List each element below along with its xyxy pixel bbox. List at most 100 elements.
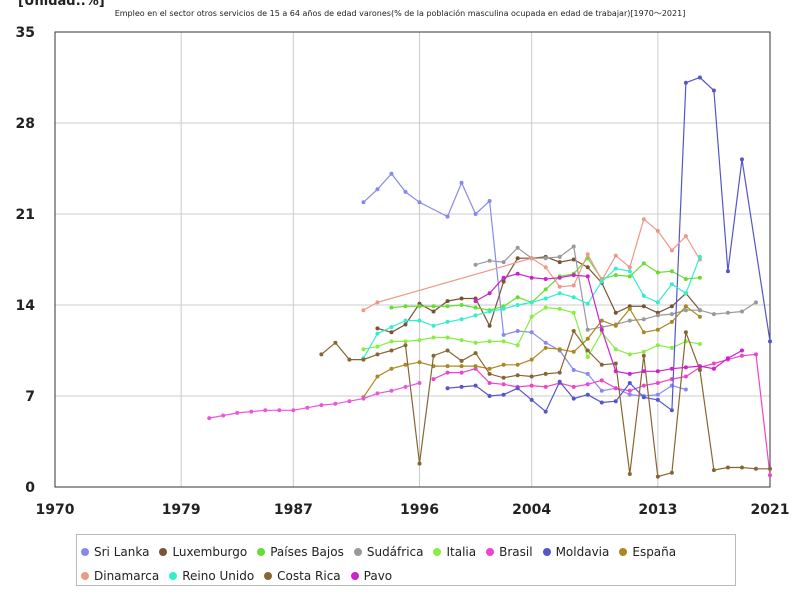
legend-swatch <box>542 548 551 556</box>
data-point <box>501 339 506 344</box>
data-point <box>599 327 604 332</box>
data-point <box>557 379 562 384</box>
data-point <box>459 303 464 307</box>
data-point <box>599 388 604 393</box>
data-point <box>627 265 632 270</box>
data-point <box>655 381 660 385</box>
data-point <box>585 336 590 341</box>
legend-item: Pavo <box>350 567 392 585</box>
data-point <box>417 304 422 309</box>
data-point <box>501 260 506 265</box>
data-point <box>655 343 660 348</box>
y-tick-label: 14 <box>16 298 36 314</box>
data-point <box>515 329 520 333</box>
data-point <box>431 309 436 314</box>
data-point <box>529 256 534 261</box>
data-point <box>697 368 702 372</box>
data-point <box>501 279 506 284</box>
series-costa-rica <box>319 329 772 479</box>
data-point <box>487 366 492 371</box>
data-point <box>627 381 632 385</box>
legend-item: Sri Lanka <box>81 543 149 561</box>
data-point <box>529 275 534 280</box>
legend-label: Italia <box>446 545 477 559</box>
data-point <box>753 300 758 305</box>
legend-item: Países Bajos <box>257 543 344 561</box>
data-point <box>753 466 758 471</box>
data-point <box>683 291 688 296</box>
data-point <box>473 313 478 318</box>
data-point <box>669 248 674 253</box>
series-line <box>475 273 743 375</box>
data-point <box>403 318 408 323</box>
series-moldavia <box>445 75 772 414</box>
data-point <box>683 374 688 379</box>
data-point <box>375 326 380 331</box>
series-italia <box>361 305 702 359</box>
data-point <box>557 260 562 265</box>
legend-label: Luxemburgo <box>172 545 248 559</box>
data-point <box>613 347 618 352</box>
legend-item: Italia <box>433 543 476 561</box>
data-point <box>599 318 604 323</box>
data-point <box>641 317 646 322</box>
data-point <box>403 343 408 348</box>
data-point <box>627 352 632 357</box>
data-point <box>291 408 296 413</box>
data-point <box>487 309 492 314</box>
data-point <box>613 361 618 366</box>
legend-swatch <box>159 548 168 556</box>
data-point <box>599 378 604 383</box>
legend-label: Costa Rica <box>277 569 341 583</box>
data-point <box>361 357 366 362</box>
data-point <box>768 339 772 344</box>
data-point <box>333 401 338 406</box>
data-point <box>417 338 422 343</box>
data-point <box>543 296 548 301</box>
legend-swatch <box>350 572 359 580</box>
series-line <box>377 256 701 333</box>
legend-swatch <box>257 548 266 556</box>
data-point <box>543 409 548 414</box>
x-tick-label: 1987 <box>274 502 313 518</box>
data-point <box>768 473 772 478</box>
data-point <box>347 399 352 404</box>
data-point <box>543 287 548 292</box>
data-point <box>613 399 618 404</box>
data-point <box>557 347 562 352</box>
x-tick-label: 1970 <box>36 502 75 518</box>
data-point <box>473 262 478 267</box>
data-point <box>753 352 758 357</box>
data-point <box>501 362 506 367</box>
series-pavo <box>473 271 744 376</box>
data-point <box>585 355 590 359</box>
data-point <box>641 395 646 400</box>
data-point <box>389 348 394 353</box>
data-point <box>431 377 436 382</box>
data-point <box>739 309 744 314</box>
data-point <box>235 410 240 415</box>
data-point <box>655 300 660 305</box>
data-point <box>599 400 604 405</box>
data-point <box>417 461 422 466</box>
data-point <box>711 366 716 371</box>
data-point <box>655 327 660 332</box>
data-point <box>655 369 660 374</box>
data-point <box>585 301 590 306</box>
data-point <box>585 382 590 387</box>
data-point <box>389 366 394 371</box>
data-point <box>669 470 674 475</box>
data-point <box>571 368 576 372</box>
data-point <box>417 360 422 365</box>
data-point <box>361 308 366 313</box>
data-point <box>641 293 646 298</box>
data-point <box>557 291 562 296</box>
data-point <box>543 277 548 281</box>
data-point <box>389 171 394 176</box>
data-point <box>389 330 394 335</box>
data-point <box>319 403 324 408</box>
data-point <box>697 275 702 280</box>
data-point <box>263 408 268 413</box>
data-point <box>557 306 562 311</box>
data-point <box>697 314 702 319</box>
